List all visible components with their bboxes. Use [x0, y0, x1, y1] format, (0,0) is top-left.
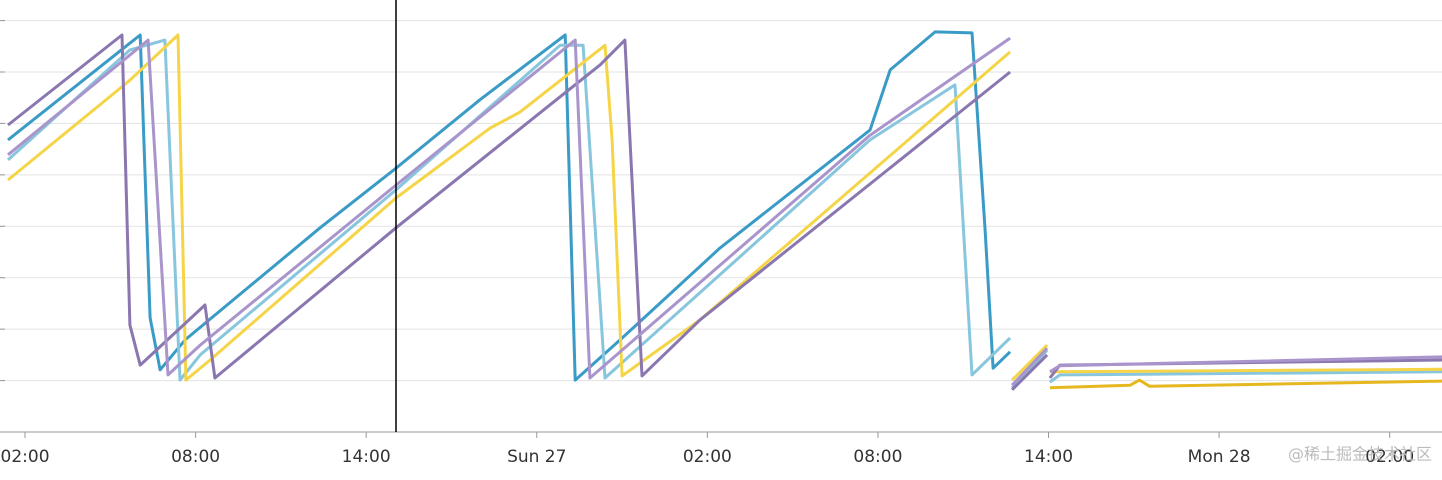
x-tick-label: Mon 28 — [1188, 447, 1251, 467]
x-tick-label: 08:00 — [171, 447, 220, 467]
series-line — [7, 30, 1012, 382]
series-line — [7, 33, 1442, 382]
series-line — [7, 36, 1442, 387]
lines — [6, 30, 1442, 391]
x-tick-label: Sun 27 — [507, 447, 566, 467]
x-tick-label: 14:00 — [342, 447, 391, 467]
x-tick-label: 08:00 — [853, 447, 902, 467]
series-line — [6, 38, 1442, 389]
x-tick-label: 02:00 — [1365, 447, 1414, 467]
series-line — [1049, 378, 1442, 390]
grid — [0, 20, 1442, 433]
x-tick-label: 14:00 — [1024, 447, 1073, 467]
watermark: @稀土掘金技术社区 — [1288, 445, 1432, 464]
x-tick-label: 02:00 — [683, 447, 732, 467]
x-axis-ticks: 02:00 08:00 14:00 Sun 27 02:00 08:00 14:00 Mon … — [1, 432, 1414, 467]
x-tick-label: 02:00 — [1, 447, 50, 467]
